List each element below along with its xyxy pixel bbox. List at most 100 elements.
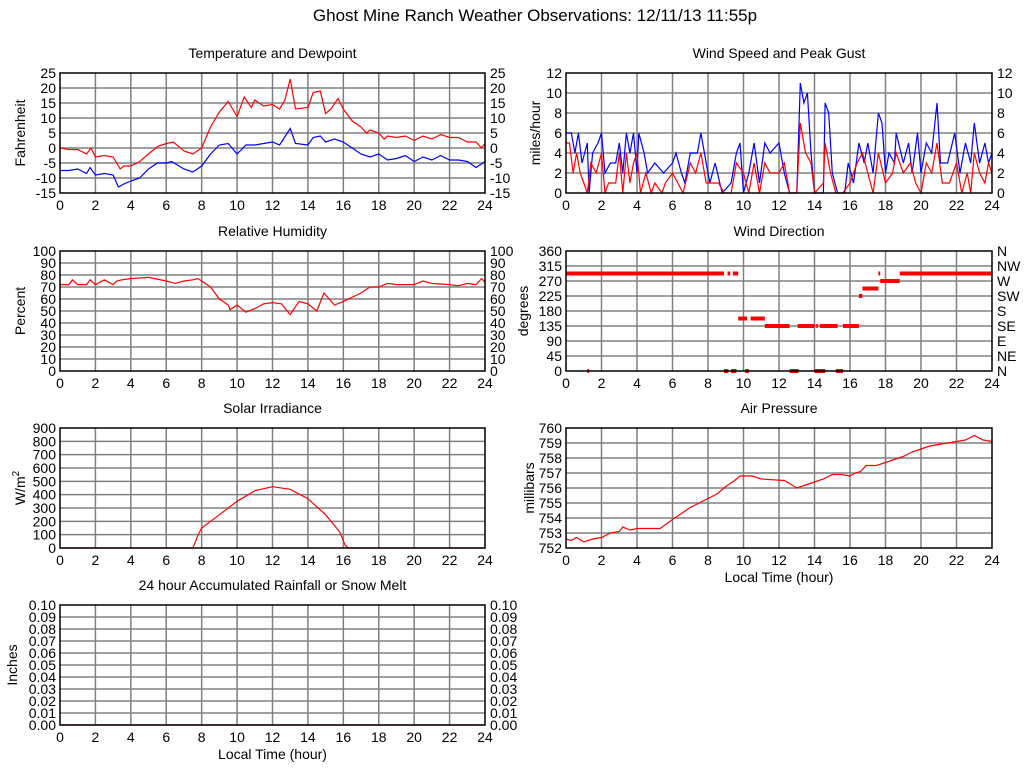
x-tick-label: 10 xyxy=(229,552,245,568)
y-tick-label-right: 5 xyxy=(490,125,498,141)
chart-title: Relative Humidity xyxy=(218,223,327,239)
x-tick-label: 0 xyxy=(562,375,570,391)
y-tick-label-right: 80 xyxy=(490,267,506,283)
y-tick-label: 270 xyxy=(539,273,563,289)
y-tick-label-right: N xyxy=(997,243,1007,259)
x-tick-label: 8 xyxy=(198,552,206,568)
x-tick-label: 20 xyxy=(406,552,422,568)
x-tick-label: 8 xyxy=(704,197,712,213)
y-tick-label: 20 xyxy=(40,80,56,96)
y-tick-label: 0 xyxy=(554,185,562,201)
plot-frame xyxy=(565,72,993,194)
y-tick-label: 90 xyxy=(40,255,56,271)
x-tick-label: 24 xyxy=(984,197,1000,213)
y-tick-label: 0 xyxy=(48,363,56,379)
x-tick-label: 4 xyxy=(127,552,135,568)
x-tick-label: 20 xyxy=(913,552,929,568)
y-tick-label-right: 0 xyxy=(490,140,498,156)
y-tick-label: 0.02 xyxy=(29,693,56,709)
x-tick-label: 16 xyxy=(336,197,352,213)
x-tick-label: 12 xyxy=(771,375,787,391)
y-tick-label: 758 xyxy=(539,450,563,466)
y-tick-label: 0 xyxy=(48,140,56,156)
x-tick-label: 16 xyxy=(336,552,352,568)
y-tick-label: 315 xyxy=(539,258,563,274)
y-tick-label-right: 50 xyxy=(490,303,506,319)
x-tick-label: 4 xyxy=(127,375,135,391)
x-tick-label: 18 xyxy=(878,552,894,568)
y-tick-label-right: 70 xyxy=(490,279,506,295)
x-tick-label: 6 xyxy=(669,375,677,391)
y-tick-label-right: S xyxy=(997,303,1006,319)
y-tick-label: 25 xyxy=(40,65,56,81)
y-tick-label: 300 xyxy=(33,500,57,516)
x-axis-label: Local Time (hour) xyxy=(725,569,834,585)
x-tick-label: 12 xyxy=(265,729,281,745)
y-tick-label-right: 0.08 xyxy=(490,621,517,637)
y-tick-label-right: 10 xyxy=(997,85,1013,101)
y-tick-label: 753 xyxy=(539,525,563,541)
y-tick-label: 0.01 xyxy=(29,705,56,721)
y-tick-label-right: 60 xyxy=(490,291,506,307)
x-tick-label: 12 xyxy=(265,552,281,568)
x-tick-label: 8 xyxy=(704,552,712,568)
y-tick-label-right: -15 xyxy=(490,185,510,201)
y-tick-label-right: 0 xyxy=(490,363,498,379)
y-tick-label: -5 xyxy=(44,155,57,171)
x-tick-label: 2 xyxy=(598,552,606,568)
y-tick-label: 100 xyxy=(33,243,57,259)
y-tick-label: 135 xyxy=(539,318,563,334)
y-tick-label-right: N xyxy=(997,363,1007,379)
y-tick-label-right: 90 xyxy=(490,255,506,271)
x-tick-label: 14 xyxy=(300,552,316,568)
chart-title: Wind Speed and Peak Gust xyxy=(693,45,866,61)
x-tick-label: 4 xyxy=(633,375,641,391)
x-tick-label: 22 xyxy=(949,197,965,213)
y-tick-label: 6 xyxy=(554,125,562,141)
y-tick-label-right: 0.03 xyxy=(490,681,517,697)
x-tick-label: 22 xyxy=(949,552,965,568)
plot-frame xyxy=(59,250,486,372)
y-tick-label: 60 xyxy=(40,291,56,307)
y-tick-label-right: SW xyxy=(997,288,1020,304)
y-tick-label: 45 xyxy=(546,348,562,364)
y-tick-label-right: 20 xyxy=(490,80,506,96)
y-axis-label: millibars xyxy=(521,462,537,513)
plot-frame xyxy=(59,72,486,194)
x-tick-label: 20 xyxy=(406,197,422,213)
x-tick-label: 14 xyxy=(807,197,823,213)
y-tick-label: 20 xyxy=(40,339,56,355)
x-tick-label: 6 xyxy=(162,729,170,745)
y-tick-label-right: SE xyxy=(997,318,1016,334)
x-tick-label: 12 xyxy=(265,197,281,213)
x-tick-label: 6 xyxy=(162,375,170,391)
y-tick-label: -15 xyxy=(36,185,56,201)
x-tick-label: 22 xyxy=(949,375,965,391)
x-tick-label: 14 xyxy=(300,197,316,213)
y-tick-label: 40 xyxy=(40,315,56,331)
y-tick-label: 0.07 xyxy=(29,633,56,649)
y-tick-label: 90 xyxy=(546,333,562,349)
plot-frame xyxy=(59,604,486,726)
y-tick-label-right: 6 xyxy=(997,125,1005,141)
y-tick-label: 757 xyxy=(539,465,563,481)
x-tick-label: 10 xyxy=(736,375,752,391)
y-tick-label: 2 xyxy=(554,165,562,181)
y-axis-label: Inches xyxy=(4,644,20,685)
y-tick-label-right: 0.04 xyxy=(490,669,517,685)
x-tick-label: 24 xyxy=(477,197,493,213)
y-tick-label-right: -5 xyxy=(490,155,503,171)
series-line xyxy=(60,486,485,549)
x-tick-label: 24 xyxy=(477,729,493,745)
y-tick-label: 600 xyxy=(33,460,57,476)
y-tick-label: 500 xyxy=(33,473,57,489)
y-tick-label: 755 xyxy=(539,495,563,511)
x-tick-label: 2 xyxy=(598,197,606,213)
y-tick-label: 200 xyxy=(33,513,57,529)
y-tick-label: 80 xyxy=(40,267,56,283)
x-tick-label: 4 xyxy=(633,552,641,568)
x-tick-label: 12 xyxy=(265,375,281,391)
x-tick-label: 24 xyxy=(984,375,1000,391)
